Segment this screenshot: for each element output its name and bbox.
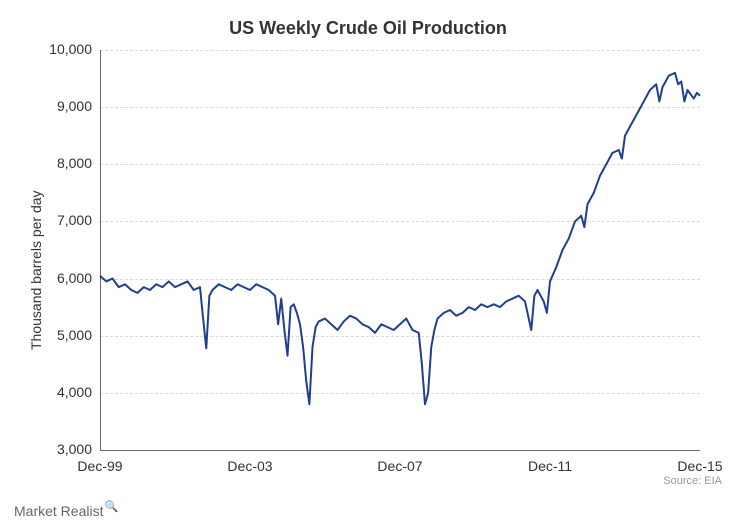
plot-area: 3,0004,0005,0006,0007,0008,0009,00010,00… [100, 50, 700, 450]
x-axis-line [100, 450, 700, 451]
chart-title: US Weekly Crude Oil Production [0, 18, 736, 39]
x-tick-label: Dec-99 [70, 458, 130, 474]
x-tick-label: Dec-07 [370, 458, 430, 474]
brand-logo: Market Realist🔍 [14, 503, 117, 519]
y-tick-label: 7,000 [32, 212, 92, 228]
y-tick-label: 9,000 [32, 98, 92, 114]
y-tick-label: 3,000 [32, 441, 92, 457]
y-tick-label: 10,000 [32, 41, 92, 57]
brand-text: Market Realist [14, 503, 103, 519]
y-tick-label: 6,000 [32, 270, 92, 286]
magnifier-icon: 🔍 [104, 501, 118, 513]
line-series-svg [100, 50, 700, 450]
chart-container: US Weekly Crude Oil Production Thousand … [0, 0, 736, 527]
source-text: Source: EIA [663, 475, 722, 487]
y-tick-label: 4,000 [32, 384, 92, 400]
production-line [100, 73, 700, 404]
x-tick-label: Dec-03 [220, 458, 280, 474]
y-tick-label: 5,000 [32, 327, 92, 343]
y-tick-label: 8,000 [32, 155, 92, 171]
x-tick-label: Dec-11 [520, 458, 580, 474]
x-tick-label: Dec-15 [670, 458, 730, 474]
